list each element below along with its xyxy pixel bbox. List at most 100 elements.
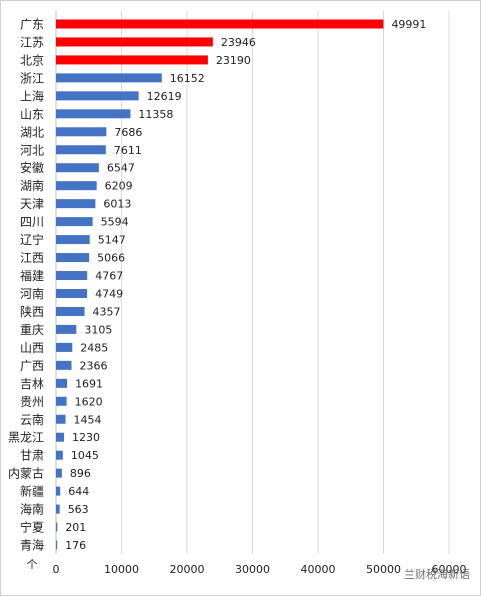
value-label: 1691 (75, 377, 103, 390)
x-tick-label: 30000 (235, 563, 270, 576)
y-tick-label: 辽宁 (20, 232, 44, 247)
value-label: 4357 (93, 305, 121, 318)
y-tick-label: 安徽 (20, 160, 44, 175)
value-label: 176 (65, 539, 86, 552)
bar (56, 55, 208, 65)
y-tick-label: 江西 (20, 251, 44, 265)
bar (56, 378, 68, 388)
y-tick-label: 山西 (20, 341, 44, 355)
bar (56, 360, 72, 370)
y-tick-label: 黑龙江 (8, 431, 44, 445)
y-tick-label: 宁夏 (20, 520, 44, 535)
y-tick-label: 贵州 (20, 395, 44, 409)
y-tick-label: 海南 (20, 502, 44, 517)
y-tick-label: 新疆 (20, 484, 44, 499)
bar (56, 181, 97, 191)
bar (56, 288, 88, 298)
bar (56, 109, 131, 119)
bar (56, 504, 60, 514)
bar (56, 450, 63, 460)
y-tick-label: 重庆 (20, 323, 44, 337)
y-tick-label: 河北 (20, 143, 44, 157)
bar (56, 306, 85, 316)
value-label: 7611 (114, 144, 142, 157)
y-tick-label: 广东 (20, 17, 44, 31)
bar (56, 145, 106, 155)
value-label: 16152 (170, 72, 205, 85)
bar (56, 163, 99, 173)
x-tick-label: 0 (53, 563, 60, 576)
value-label: 23946 (221, 36, 256, 49)
y-tick-label: 内蒙古 (8, 466, 44, 481)
bar (56, 73, 162, 83)
y-tick-label: 陕西 (20, 304, 44, 319)
value-label: 11358 (138, 108, 173, 121)
y-tick-label: 河南 (20, 286, 44, 301)
x-tick-label: 50000 (366, 563, 401, 576)
bar (56, 271, 88, 281)
y-tick-label: 湖北 (20, 124, 44, 139)
bar (56, 414, 66, 424)
bar (56, 432, 65, 442)
bar (56, 19, 384, 29)
value-label: 6209 (105, 180, 133, 193)
value-label: 201 (65, 521, 86, 534)
value-label: 3105 (84, 323, 112, 336)
x-tick-label: 10000 (104, 563, 139, 576)
value-label: 6547 (107, 162, 135, 175)
value-label: 4767 (95, 270, 123, 283)
x-tick-label: 40000 (301, 563, 336, 576)
value-label: 1620 (75, 395, 103, 408)
value-label: 5066 (97, 252, 125, 265)
x-tick-label: 60000 (432, 563, 467, 576)
bar (56, 253, 90, 263)
value-label: 23190 (216, 54, 251, 67)
value-label: 5147 (98, 234, 126, 247)
value-label: 563 (68, 503, 89, 516)
bar (56, 37, 213, 47)
value-label: 896 (70, 467, 91, 480)
bar (56, 522, 58, 532)
y-tick-label: 山东 (20, 107, 44, 121)
value-label: 2485 (80, 341, 108, 354)
value-label: 7686 (114, 126, 142, 139)
value-label: 4749 (95, 287, 123, 300)
value-label: 6013 (103, 198, 131, 211)
value-label: 644 (68, 485, 89, 498)
value-label: 1045 (71, 449, 99, 462)
value-label: 1454 (74, 413, 102, 426)
bar (56, 396, 67, 406)
y-tick-label: 浙江 (20, 71, 44, 85)
x-tick-label: 20000 (170, 563, 205, 576)
y-tick-label: 江苏 (20, 35, 44, 49)
value-label: 12619 (147, 90, 182, 103)
bar (56, 91, 139, 101)
y-tick-label: 四川 (20, 215, 44, 229)
bar (56, 540, 58, 550)
y-tick-label: 北京 (20, 53, 44, 67)
value-label: 1230 (72, 431, 100, 444)
bar (56, 235, 90, 245)
bar (56, 486, 61, 496)
bar (56, 342, 73, 352)
y-tick-label: 福建 (20, 268, 44, 283)
y-tick-label: 青海 (20, 538, 44, 553)
bar (56, 468, 62, 478)
y-tick-label: 吉林 (20, 377, 44, 391)
y-tick-label: 上海 (20, 88, 44, 103)
y-tick-label: 甘肃 (20, 449, 44, 463)
value-label: 49991 (391, 18, 426, 31)
bar (56, 199, 96, 209)
watermark: 兰财税海新语 (404, 567, 470, 581)
value-label: 2366 (79, 359, 107, 372)
bar (56, 127, 107, 137)
bar (56, 324, 77, 334)
unit-label: 个 (27, 558, 38, 571)
value-label: 5594 (101, 216, 129, 229)
bar (56, 217, 93, 227)
y-tick-label: 云南 (20, 412, 44, 427)
y-tick-label: 湖南 (20, 178, 44, 193)
y-tick-label: 天津 (20, 197, 44, 211)
y-tick-label: 广西 (20, 359, 44, 373)
